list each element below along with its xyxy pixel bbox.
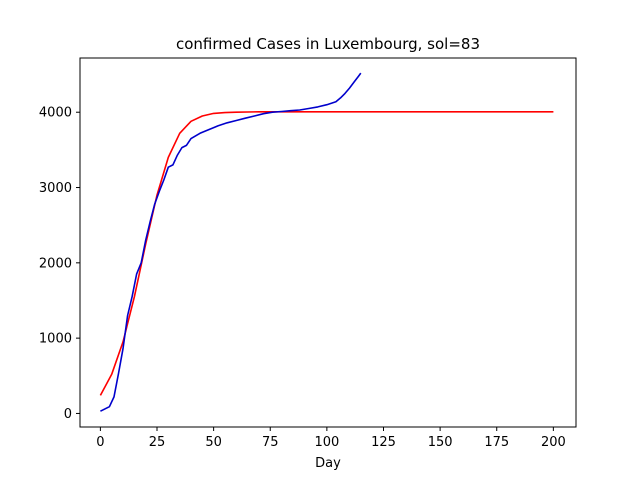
x-axis: 0 25 50 75 100 125 150 175 200 — [96, 427, 566, 450]
x-tick-label: 125 — [371, 435, 396, 450]
y-tick-label: 3000 — [39, 181, 72, 196]
x-tick-label: 25 — [149, 435, 166, 450]
plot-frame — [79, 57, 577, 428]
x-axis-label: Day — [315, 456, 341, 471]
confirmed-cases-line — [100, 72, 362, 412]
x-tick-label: 75 — [262, 435, 279, 450]
y-tick-label: 0 — [64, 407, 72, 422]
x-tick-label: 175 — [484, 435, 509, 450]
x-tick-label: 0 — [96, 435, 104, 450]
x-tick-label: 50 — [205, 435, 222, 450]
series-layer — [99, 72, 554, 412]
y-tick-label: 2000 — [39, 256, 72, 271]
x-tick-label: 200 — [541, 435, 566, 450]
x-tick-label: 150 — [428, 435, 453, 450]
chart-title: confirmed Cases in Luxembourg, sol=83 — [176, 35, 480, 53]
y-axis: 0 1000 2000 3000 4000 — [39, 106, 80, 422]
y-tick-label: 4000 — [39, 106, 72, 121]
fitted-curve-line — [99, 111, 554, 396]
x-tick-label: 100 — [314, 435, 339, 450]
y-tick-label: 1000 — [39, 332, 72, 347]
